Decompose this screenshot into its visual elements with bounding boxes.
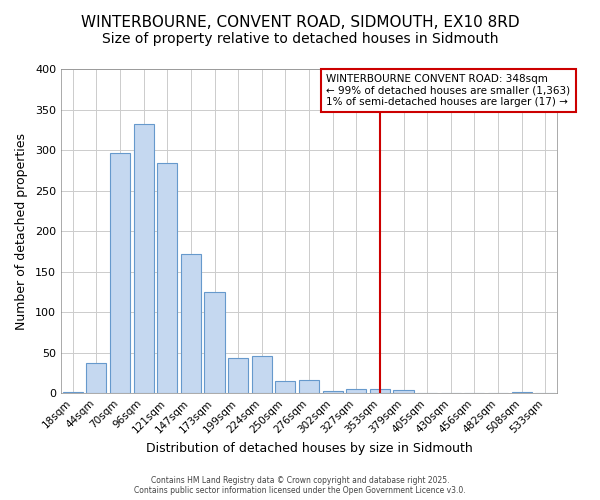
Bar [512, 392, 532, 394]
Bar [205, 292, 224, 394]
Bar [134, 124, 154, 394]
Bar [275, 381, 295, 394]
Bar [228, 358, 248, 394]
Text: Contains HM Land Registry data © Crown copyright and database right 2025.
Contai: Contains HM Land Registry data © Crown c… [134, 476, 466, 495]
Bar [394, 390, 413, 394]
Bar [417, 392, 437, 394]
Bar [63, 392, 83, 394]
Bar [252, 356, 272, 394]
Bar [157, 163, 177, 394]
Y-axis label: Number of detached properties: Number of detached properties [15, 132, 28, 330]
Bar [86, 362, 106, 394]
Bar [299, 380, 319, 394]
Bar [181, 254, 201, 394]
Text: WINTERBOURNE, CONVENT ROAD, SIDMOUTH, EX10 8RD: WINTERBOURNE, CONVENT ROAD, SIDMOUTH, EX… [80, 15, 520, 30]
Bar [370, 390, 390, 394]
Bar [323, 391, 343, 394]
Bar [346, 390, 367, 394]
X-axis label: Distribution of detached houses by size in Sidmouth: Distribution of detached houses by size … [146, 442, 472, 455]
Text: Size of property relative to detached houses in Sidmouth: Size of property relative to detached ho… [102, 32, 498, 46]
Bar [441, 392, 461, 394]
Bar [110, 152, 130, 394]
Text: WINTERBOURNE CONVENT ROAD: 348sqm
← 99% of detached houses are smaller (1,363)
1: WINTERBOURNE CONVENT ROAD: 348sqm ← 99% … [326, 74, 571, 107]
